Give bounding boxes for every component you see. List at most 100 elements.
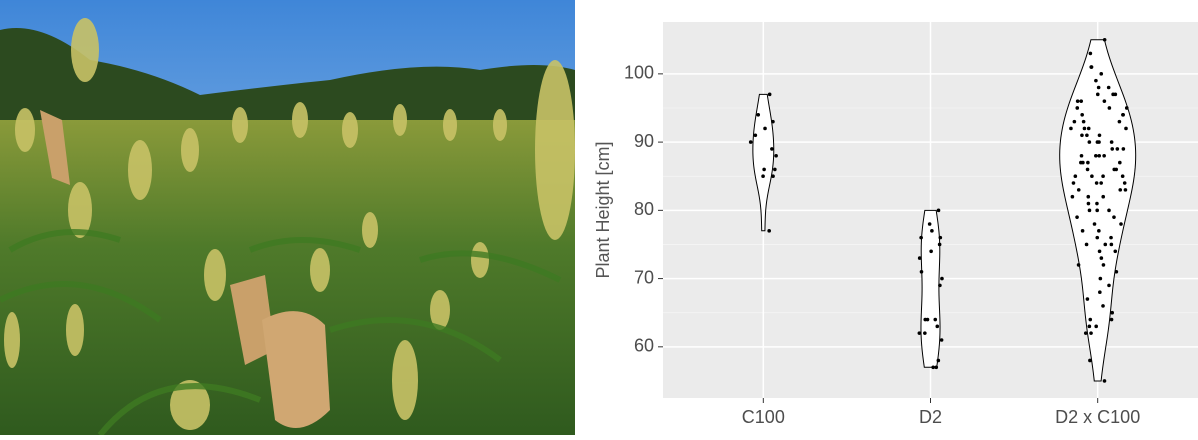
data-point [940, 338, 944, 342]
data-point [1110, 311, 1114, 315]
data-point [1107, 86, 1111, 90]
data-point [1088, 209, 1092, 213]
data-point [1095, 209, 1099, 213]
data-point [1098, 290, 1102, 294]
x-tick-label: D2 [919, 407, 942, 427]
data-point [939, 236, 943, 240]
page: Plant Height [cm] 60708090100C100D2D2 x … [0, 0, 1198, 435]
data-point [923, 318, 927, 322]
data-point [1116, 147, 1120, 151]
data-point [1107, 284, 1111, 288]
data-point [1094, 154, 1098, 158]
data-point [1119, 222, 1123, 226]
data-point [1086, 297, 1090, 301]
data-point [1089, 65, 1093, 69]
data-point [1103, 99, 1107, 103]
data-point [920, 270, 924, 274]
data-point [1114, 93, 1118, 97]
data-point [1090, 174, 1094, 178]
data-point [756, 113, 760, 117]
data-point [1097, 86, 1101, 90]
data-point [1103, 379, 1107, 383]
data-point [1099, 277, 1103, 281]
data-point [1075, 215, 1079, 219]
data-point [1086, 161, 1090, 165]
data-point [1099, 181, 1103, 185]
x-tick-label: D2 x C100 [1055, 407, 1140, 427]
data-point [1093, 222, 1097, 226]
data-point [933, 318, 937, 322]
data-point [761, 174, 765, 178]
data-point [1109, 236, 1113, 240]
data-point [1089, 331, 1093, 335]
data-point [1081, 229, 1085, 233]
data-point [1103, 243, 1107, 247]
data-point [1118, 120, 1122, 124]
data-point [1088, 359, 1092, 363]
data-point [1079, 99, 1083, 103]
data-point [1101, 304, 1105, 308]
data-point [1076, 99, 1080, 103]
data-point [1113, 249, 1117, 253]
data-point [1121, 174, 1125, 178]
data-point [1112, 215, 1116, 219]
data-point [1095, 236, 1099, 240]
data-point [1110, 140, 1114, 144]
y-tick-label: 90 [634, 131, 654, 151]
data-point [938, 243, 942, 247]
plot: Plant Height [cm] 60708090100C100D2D2 x … [593, 22, 1198, 427]
data-point [1085, 243, 1089, 247]
data-point [918, 256, 922, 260]
data-point [1069, 127, 1073, 131]
data-point [1125, 106, 1129, 110]
data-point [1102, 154, 1106, 158]
data-point [1110, 147, 1114, 151]
x-tick-label: C100 [742, 407, 785, 427]
data-point [762, 168, 766, 172]
data-point [923, 331, 927, 335]
data-point [1098, 249, 1102, 253]
violin [921, 210, 940, 367]
data-point [1087, 202, 1091, 206]
data-point [937, 209, 941, 213]
data-point [773, 168, 777, 172]
data-point [1099, 72, 1103, 76]
y-tick-label: 80 [634, 199, 654, 219]
data-point [774, 154, 778, 158]
data-point [1077, 188, 1081, 192]
data-point [771, 174, 775, 178]
data-point [1084, 331, 1088, 335]
data-point [1098, 133, 1102, 137]
data-point [1101, 195, 1105, 199]
data-point [767, 229, 771, 233]
data-point [771, 120, 775, 124]
data-point [1094, 79, 1098, 83]
data-point [931, 365, 935, 369]
data-point [768, 93, 772, 97]
data-point [928, 222, 932, 226]
data-point [1110, 318, 1114, 322]
data-point [1080, 133, 1084, 137]
data-point [1086, 168, 1090, 172]
data-point [1118, 161, 1122, 165]
data-point [1095, 202, 1099, 206]
data-point [1123, 181, 1127, 185]
data-point [918, 331, 922, 335]
data-point [1122, 147, 1126, 151]
data-point [1102, 263, 1106, 267]
data-point [1077, 263, 1081, 267]
data-point [749, 140, 753, 144]
data-point [1072, 181, 1076, 185]
data-point [919, 236, 923, 240]
data-point [1121, 113, 1125, 117]
data-point [1083, 127, 1087, 131]
data-point [1080, 113, 1084, 117]
data-point [1074, 174, 1078, 178]
data-point [1096, 93, 1100, 97]
data-point [1097, 154, 1101, 158]
data-point [1089, 52, 1093, 56]
data-point [1071, 195, 1075, 199]
data-point [1100, 256, 1104, 260]
data-point [1107, 209, 1111, 213]
photo [0, 0, 575, 435]
